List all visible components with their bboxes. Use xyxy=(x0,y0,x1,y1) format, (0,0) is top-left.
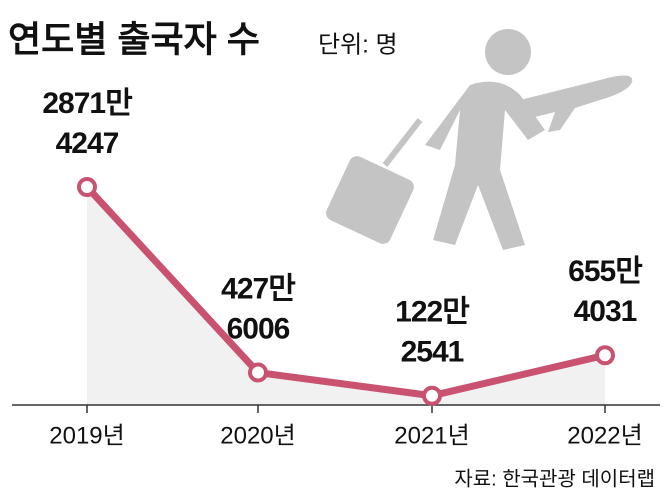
chart-subtitle: 단위: 명 xyxy=(318,31,398,58)
x-tick-label: 2021년 xyxy=(394,422,469,449)
point xyxy=(77,177,97,197)
value-label: 6006 xyxy=(227,312,290,345)
value-label: 4247 xyxy=(56,127,119,160)
value-label: 4031 xyxy=(574,295,637,328)
value-label: 122만 xyxy=(395,296,470,329)
icon-handle xyxy=(382,118,423,167)
icon-plane xyxy=(520,75,633,132)
value-label: 2541 xyxy=(401,336,464,369)
point xyxy=(422,385,442,406)
value-label: 427만 xyxy=(221,272,296,305)
x-tick-label: 2020년 xyxy=(220,422,295,449)
value-label: 655만 xyxy=(568,255,643,288)
point xyxy=(595,345,615,366)
icon-body xyxy=(425,81,545,251)
point xyxy=(248,362,268,383)
chart-title: 연도별 출국자 수 xyxy=(8,19,260,60)
x-tick-label: 2019년 xyxy=(49,422,124,449)
line xyxy=(84,184,606,400)
icon-suitcase xyxy=(326,156,414,244)
icon-head xyxy=(485,29,531,75)
x-tick-label: 2022년 xyxy=(567,422,642,449)
traveler-icon xyxy=(326,29,633,251)
source: 자료: 한국관광 데이터랩 xyxy=(454,467,655,490)
area xyxy=(87,187,605,405)
value-label: 2871만 xyxy=(42,87,133,120)
